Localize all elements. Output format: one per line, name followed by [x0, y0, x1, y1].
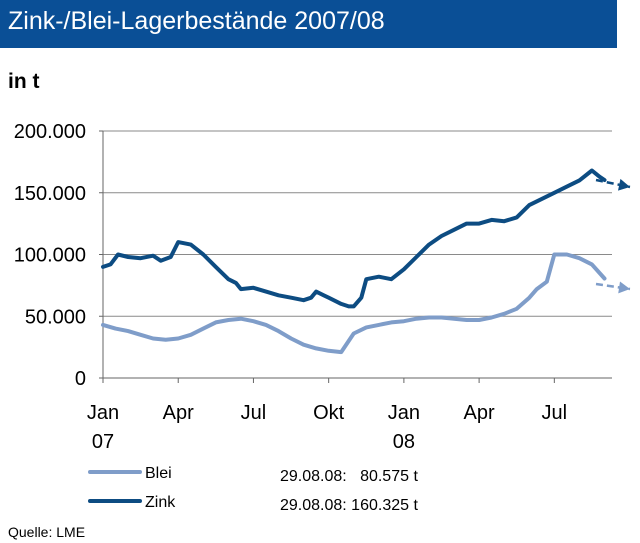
source-note: Quelle: LME — [8, 524, 86, 540]
x-tick-label: Jan — [87, 402, 119, 424]
zink-trend-arrow-head — [618, 178, 630, 191]
title-bar: Zink-/Blei-Lagerbestände 2007/08 — [0, 0, 617, 48]
x-tick-label-year: 07 — [92, 431, 114, 453]
x-tick-label: Apr — [464, 402, 495, 424]
y-axis-unit-label: in t — [8, 70, 40, 93]
series-line-blei — [101, 252, 607, 355]
legend-label-zink: Zink — [145, 494, 176, 511]
x-tick-label: Jan — [388, 402, 420, 424]
y-tick-label: 0 — [75, 368, 86, 390]
legend-note-zink: 29.08.08: 160.325 t — [280, 497, 418, 514]
y-tick-label: 50.000 — [25, 306, 86, 328]
y-tick-label: 150.000 — [14, 183, 86, 205]
x-tick-label: Okt — [313, 402, 345, 424]
series-line-zink — [101, 168, 607, 309]
x-tick-label: Jul — [542, 402, 568, 424]
x-tick-label: Apr — [163, 402, 194, 424]
y-tick-label: 200.000 — [14, 121, 86, 143]
x-tick-label: Jul — [241, 402, 267, 424]
chart-title: Zink-/Blei-Lagerbestände 2007/08 — [8, 7, 385, 35]
legend-label-blei: Blei — [145, 465, 172, 482]
y-tick-label: 100.000 — [14, 245, 86, 267]
x-tick-label-year: 08 — [393, 431, 415, 453]
legend-note-blei: 29.08.08: 80.575 t — [280, 468, 418, 485]
blei-trend-arrow-head — [618, 281, 630, 294]
